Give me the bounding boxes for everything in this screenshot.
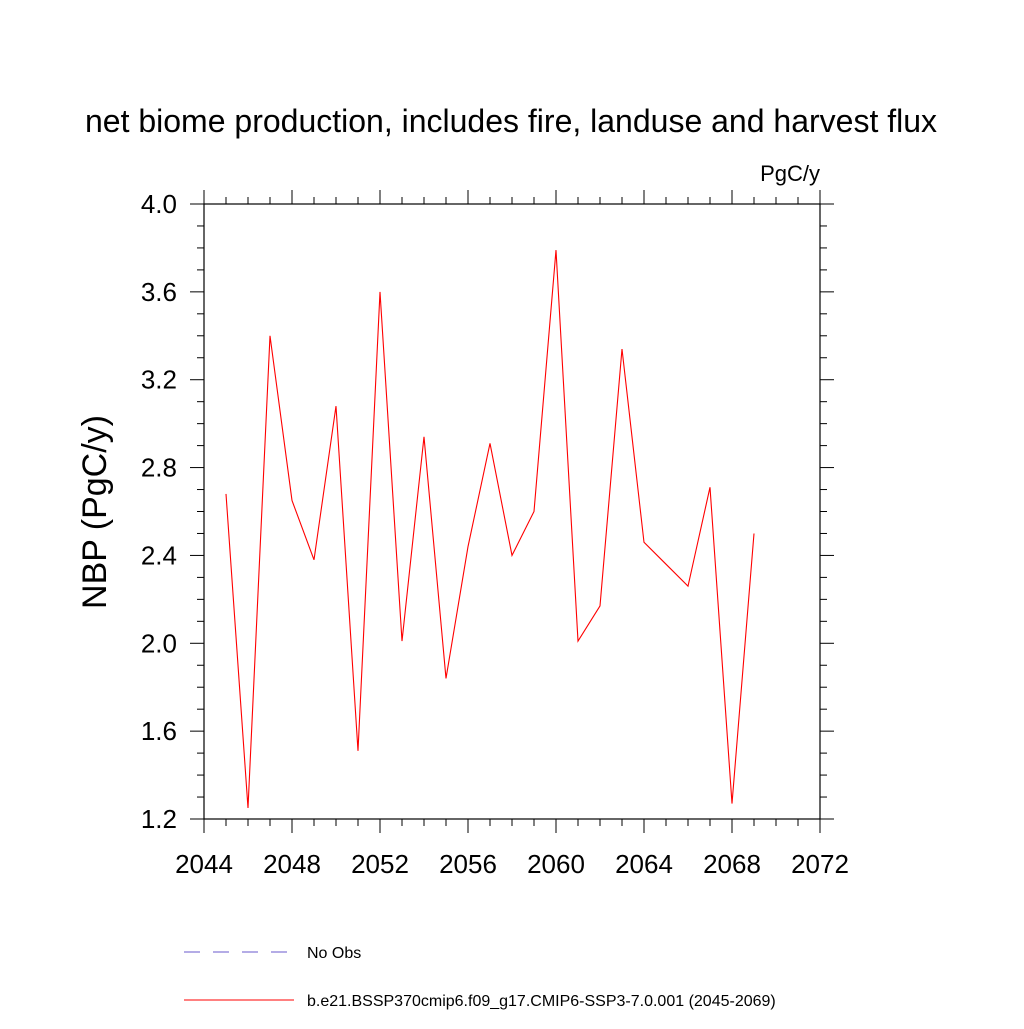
data-point <box>643 541 645 543</box>
data-point <box>335 405 337 407</box>
data-point <box>379 291 381 293</box>
data-point <box>731 802 733 804</box>
series-line <box>225 250 755 809</box>
data-point <box>291 499 293 501</box>
data-point <box>423 436 425 438</box>
data-point <box>445 677 447 679</box>
data-point <box>401 640 403 642</box>
x-tick-label: 2060 <box>527 849 585 879</box>
data-point <box>533 510 535 512</box>
y-tick-label: 2.4 <box>141 540 177 570</box>
data-point <box>665 563 667 565</box>
plot-layer: 2044 2048 2052 2056 2060 2064 2068 2072 1.2 1.6 2.… <box>141 189 849 879</box>
data-point <box>489 442 491 444</box>
x-tick-label: 2052 <box>351 849 409 879</box>
data-point <box>269 335 271 337</box>
x-tick-label: 2056 <box>439 849 497 879</box>
data-point <box>467 545 469 547</box>
y-tick-label: 1.2 <box>141 804 177 834</box>
data-point <box>753 532 755 534</box>
data-point <box>357 750 359 752</box>
x-tick-label: 2068 <box>703 849 761 879</box>
legend-label-1: b.e21.BSSP370cmip6.f09_g17.CMIP6-SSP3-7.… <box>307 993 776 1010</box>
y-tick-label: 3.2 <box>141 365 177 395</box>
data-point <box>511 554 513 556</box>
legend: No Obs b.e21.BSSP370cmip6.f09_g17.CMIP6-S… <box>184 945 776 1010</box>
x-tick-label: 2048 <box>263 849 321 879</box>
y-tick-label: 2.0 <box>141 628 177 658</box>
y-tick-label: 4.0 <box>141 189 177 219</box>
y-tick-label: 3.6 <box>141 277 177 307</box>
data-point <box>247 807 249 809</box>
x-tick-label: 2044 <box>175 849 233 879</box>
y-axis-label: NBP (PgC/y) <box>76 415 114 609</box>
units-label: PgC/y <box>760 161 820 186</box>
y-tick-label: 1.6 <box>141 716 177 746</box>
data-point <box>709 486 711 488</box>
chart-title: net biome production, includes fire, lan… <box>85 103 937 139</box>
y-tick-label: 2.8 <box>141 453 177 483</box>
x-tick-label: 2072 <box>791 849 849 879</box>
data-point <box>225 493 227 495</box>
data-point <box>555 249 557 251</box>
data-point <box>577 640 579 642</box>
data-point <box>599 605 601 607</box>
data-point <box>313 559 315 561</box>
legend-label-0: No Obs <box>307 945 361 962</box>
x-tick-label: 2064 <box>615 849 673 879</box>
data-point <box>687 585 689 587</box>
data-point <box>621 348 623 350</box>
